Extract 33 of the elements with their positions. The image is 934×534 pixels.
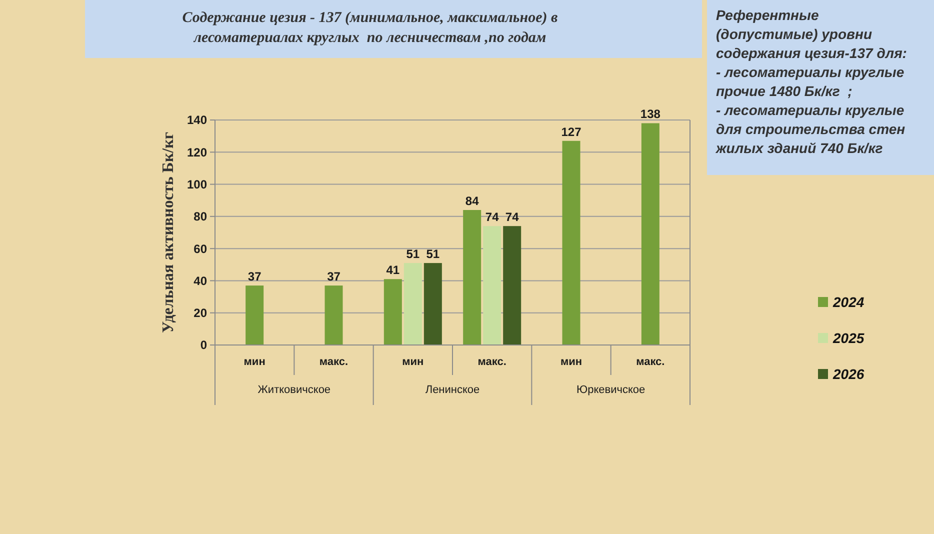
text: Ленинское xyxy=(425,384,480,396)
y-tick-label: 20 xyxy=(194,306,208,320)
y-axis-title: Удельная активность Бк/кг xyxy=(160,132,177,334)
x-tick-label: макс. xyxy=(319,356,348,368)
y-tick-label: 60 xyxy=(194,242,208,256)
y-tick-label: 100 xyxy=(186,177,208,192)
data-label: 84 xyxy=(465,194,480,208)
text: Житковичское xyxy=(258,384,331,396)
y-tick-label: 120 xyxy=(186,145,208,160)
chart-title: Содержание цезия - 137 (минимальное, максимальное) в лесоматериалах круглых по лесничествам ,по годам xyxy=(182,10,558,46)
data-label: 127 xyxy=(561,124,582,139)
data-label: 74 xyxy=(505,210,520,224)
data-label: 74 xyxy=(485,210,500,224)
y-tick-label: 140 xyxy=(186,113,208,128)
x-tick-label: макс. xyxy=(478,356,506,368)
legend-label: 2025 xyxy=(832,330,864,346)
x-tick-label: мин xyxy=(244,356,266,368)
x-tick-label: макс. xyxy=(636,356,665,368)
text: Юркевичское xyxy=(576,384,646,396)
data-label: 51 xyxy=(406,247,420,262)
text: Референтные (допустимые) уровни содержания цезия-137 для: - лесоматериалы круглые прочие 1480 Бк/кг ; - лесоматериалы круглые для строительства стен жилых зданий 740 Бк/кг xyxy=(715,7,907,156)
data-label: 138 xyxy=(640,107,661,122)
y-tick-label: 40 xyxy=(194,274,208,288)
legend-label: 2024 xyxy=(832,294,864,310)
data-label: 51 xyxy=(426,247,440,262)
data-label: 37 xyxy=(327,270,341,284)
x-tick-label: мин xyxy=(560,356,582,368)
data-label: 41 xyxy=(386,263,400,278)
legend-label: 2026 xyxy=(832,366,864,382)
y-tick-label: 80 xyxy=(194,210,208,224)
data-label: 37 xyxy=(248,270,262,284)
x-tick-label: мин xyxy=(402,356,424,368)
y-tick-label: 0 xyxy=(200,338,208,352)
